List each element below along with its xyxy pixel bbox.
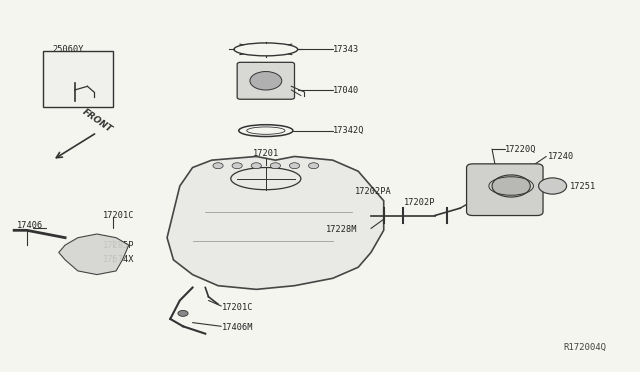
Circle shape — [213, 163, 223, 169]
Text: 17343: 17343 — [333, 45, 359, 54]
Text: 17240: 17240 — [547, 152, 573, 161]
Text: 25060Y: 25060Y — [52, 45, 84, 54]
Circle shape — [539, 178, 566, 194]
Text: 17040: 17040 — [333, 86, 359, 94]
Text: 17202PA: 17202PA — [355, 187, 392, 196]
Circle shape — [251, 163, 261, 169]
Polygon shape — [59, 234, 129, 275]
Text: 17201C: 17201C — [103, 211, 135, 220]
Text: 17202P: 17202P — [404, 198, 436, 207]
Text: 17406: 17406 — [17, 221, 43, 230]
Text: 17201: 17201 — [253, 149, 279, 158]
Circle shape — [178, 310, 188, 316]
Text: 17574X: 17574X — [103, 255, 135, 264]
Text: 17342Q: 17342Q — [333, 126, 364, 135]
Text: 17406M: 17406M — [222, 323, 253, 331]
Circle shape — [308, 163, 319, 169]
Text: 17201C: 17201C — [222, 302, 253, 312]
Circle shape — [250, 71, 282, 90]
FancyBboxPatch shape — [43, 51, 113, 107]
Text: 17228M: 17228M — [326, 225, 358, 234]
Circle shape — [289, 163, 300, 169]
FancyBboxPatch shape — [467, 164, 543, 215]
Circle shape — [270, 163, 280, 169]
Circle shape — [232, 163, 243, 169]
Text: 17201CA: 17201CA — [506, 206, 542, 216]
Text: 17220Q: 17220Q — [505, 145, 536, 154]
Text: R172004Q: R172004Q — [564, 343, 607, 352]
Text: 17251: 17251 — [570, 182, 596, 191]
Text: FRONT: FRONT — [81, 108, 115, 134]
Polygon shape — [167, 157, 384, 289]
FancyBboxPatch shape — [237, 62, 294, 99]
Circle shape — [492, 175, 531, 197]
Text: 17285P: 17285P — [103, 241, 135, 250]
